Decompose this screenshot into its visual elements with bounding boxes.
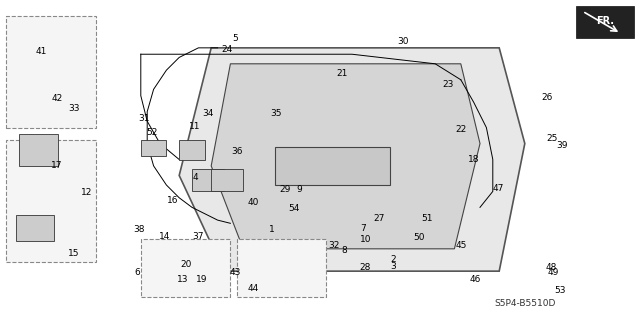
Text: 6: 6 [135, 268, 140, 277]
Text: FR.: FR. [596, 16, 614, 26]
Text: 19: 19 [196, 275, 207, 284]
Bar [6, 140, 96, 262]
Text: 28: 28 [360, 263, 371, 272]
Bar [211, 169, 243, 191]
Text: 50: 50 [413, 233, 425, 242]
Text: 39: 39 [556, 141, 568, 150]
Text: 40: 40 [247, 198, 259, 207]
Text: 4: 4 [193, 173, 198, 182]
Bar [179, 140, 205, 160]
Text: 16: 16 [167, 197, 179, 205]
Text: 53: 53 [554, 286, 566, 295]
Text: 42: 42 [52, 94, 63, 103]
Bar [237, 239, 326, 297]
PathPatch shape [211, 64, 480, 249]
Text: 20: 20 [180, 260, 191, 269]
Text: 35: 35 [271, 109, 282, 118]
Bar [141, 140, 166, 156]
Text: 22: 22 [455, 125, 467, 134]
Text: 32: 32 [328, 241, 340, 250]
Text: 44: 44 [247, 284, 259, 293]
Text: 37: 37 [193, 232, 204, 241]
Text: 24: 24 [221, 45, 233, 54]
Text: 14: 14 [159, 232, 171, 241]
Bar [192, 169, 224, 191]
Text: 54: 54 [289, 204, 300, 213]
Text: 29: 29 [279, 185, 291, 194]
Text: 18: 18 [468, 155, 479, 164]
Text: 21: 21 [337, 69, 348, 78]
Text: 7: 7 [361, 224, 366, 233]
Bar [576, 6, 634, 38]
Text: 48: 48 [546, 263, 557, 272]
Text: 51: 51 [422, 214, 433, 223]
Text: 11: 11 [189, 122, 201, 130]
Text: 17: 17 [51, 161, 62, 170]
Bar [16, 215, 54, 241]
Bar [141, 239, 230, 297]
Bar [6, 16, 96, 128]
Text: 36: 36 [231, 147, 243, 156]
Text: 10: 10 [360, 235, 372, 244]
Text: 5: 5 [233, 34, 238, 43]
Text: 25: 25 [546, 134, 557, 143]
Text: 46: 46 [469, 275, 481, 284]
Text: 33: 33 [68, 104, 79, 113]
Text: 12: 12 [81, 189, 92, 197]
PathPatch shape [179, 48, 525, 271]
Text: 23: 23 [442, 80, 454, 89]
Text: 47: 47 [492, 184, 504, 193]
Text: 31: 31 [138, 114, 150, 122]
Text: 1: 1 [269, 225, 275, 234]
Text: 43: 43 [230, 268, 241, 277]
Text: 27: 27 [374, 214, 385, 223]
Text: 13: 13 [177, 275, 188, 284]
Bar [275, 147, 390, 185]
Text: 52: 52 [147, 128, 158, 137]
Text: 49: 49 [548, 268, 559, 277]
Text: 34: 34 [202, 109, 214, 118]
Text: 38: 38 [134, 225, 145, 234]
Text: 3: 3 [391, 262, 396, 271]
Text: 26: 26 [541, 93, 553, 102]
Text: 45: 45 [455, 241, 467, 250]
Text: 9: 9 [297, 185, 302, 194]
Bar [19, 134, 58, 166]
Text: S5P4-B5510D: S5P4-B5510D [494, 299, 556, 308]
Text: 8: 8 [342, 246, 347, 255]
Text: 15: 15 [68, 249, 79, 258]
Text: 2: 2 [391, 256, 396, 264]
Text: 30: 30 [397, 37, 409, 46]
Text: 41: 41 [36, 47, 47, 56]
